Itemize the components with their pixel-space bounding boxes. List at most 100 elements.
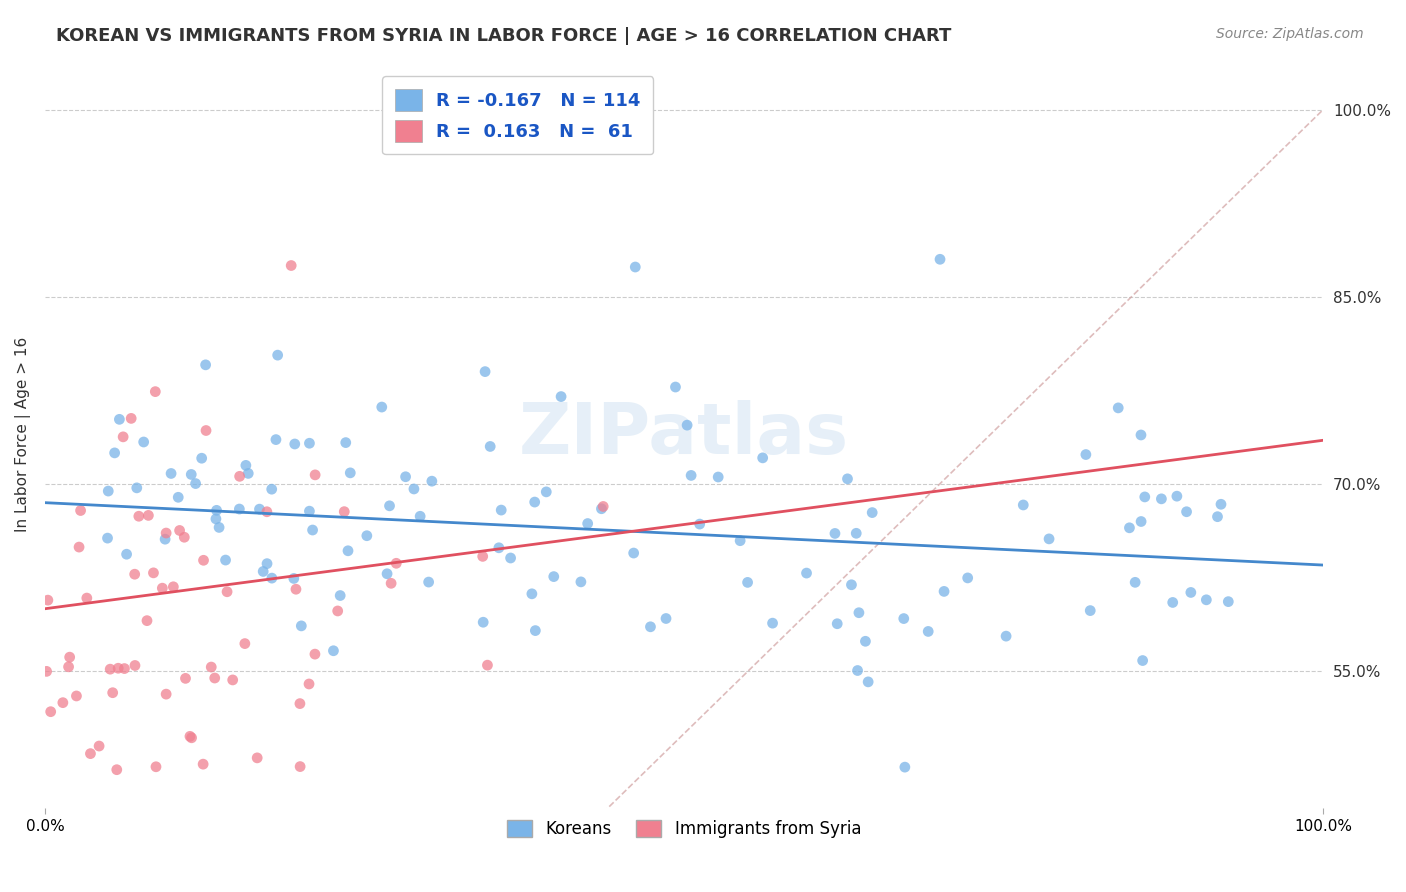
Point xyxy=(235,458,257,473)
Point xyxy=(290,619,312,633)
Point xyxy=(394,469,416,483)
Point xyxy=(1195,592,1218,607)
Point xyxy=(471,549,494,564)
Point xyxy=(115,547,138,561)
Point xyxy=(69,503,91,517)
Point xyxy=(79,747,101,761)
Point xyxy=(194,358,217,372)
Point xyxy=(150,581,173,595)
Point xyxy=(550,390,572,404)
Point xyxy=(591,501,613,516)
Point xyxy=(190,451,212,466)
Point xyxy=(1175,505,1198,519)
Point xyxy=(284,437,307,451)
Point xyxy=(1107,401,1129,415)
Point xyxy=(180,467,202,482)
Point xyxy=(543,569,565,583)
Point xyxy=(256,557,278,571)
Point xyxy=(35,665,58,679)
Point xyxy=(893,611,915,625)
Point xyxy=(489,503,512,517)
Point xyxy=(337,543,360,558)
Point xyxy=(860,506,883,520)
Point xyxy=(420,474,443,488)
Legend: Koreans, Immigrants from Syria: Koreans, Immigrants from Syria xyxy=(501,814,868,845)
Point xyxy=(689,517,711,532)
Point xyxy=(228,469,250,483)
Point xyxy=(215,584,238,599)
Point xyxy=(101,686,124,700)
Point xyxy=(1078,604,1101,618)
Point xyxy=(285,582,308,597)
Point xyxy=(371,400,394,414)
Point xyxy=(184,476,207,491)
Point xyxy=(221,673,243,687)
Point xyxy=(174,672,197,686)
Point xyxy=(104,446,127,460)
Point xyxy=(1150,491,1173,506)
Point xyxy=(929,252,952,267)
Point xyxy=(298,436,321,450)
Point xyxy=(1130,515,1153,529)
Point xyxy=(329,589,352,603)
Point xyxy=(499,551,522,566)
Point xyxy=(956,571,979,585)
Point xyxy=(479,440,502,454)
Point xyxy=(1012,498,1035,512)
Point xyxy=(917,624,939,639)
Point xyxy=(356,529,378,543)
Point xyxy=(380,576,402,591)
Point xyxy=(592,500,614,514)
Point xyxy=(280,259,302,273)
Point xyxy=(477,658,499,673)
Point xyxy=(173,530,195,544)
Point xyxy=(409,509,432,524)
Point xyxy=(1166,489,1188,503)
Point xyxy=(304,647,326,661)
Point xyxy=(655,611,678,625)
Point xyxy=(623,546,645,560)
Point xyxy=(105,763,128,777)
Point xyxy=(97,484,120,499)
Point xyxy=(155,687,177,701)
Point xyxy=(298,504,321,518)
Point xyxy=(169,524,191,538)
Point xyxy=(855,634,877,648)
Point xyxy=(728,533,751,548)
Point xyxy=(107,661,129,675)
Point xyxy=(208,520,231,534)
Point xyxy=(298,677,321,691)
Point xyxy=(841,578,863,592)
Text: KOREAN VS IMMIGRANTS FROM SYRIA IN LABOR FORCE | AGE > 16 CORRELATION CHART: KOREAN VS IMMIGRANTS FROM SYRIA IN LABOR… xyxy=(56,27,952,45)
Point xyxy=(681,468,703,483)
Point xyxy=(322,644,344,658)
Point xyxy=(67,540,90,554)
Point xyxy=(136,614,159,628)
Point xyxy=(846,664,869,678)
Point xyxy=(37,593,59,607)
Point xyxy=(260,571,283,585)
Point xyxy=(1180,585,1202,599)
Point xyxy=(145,760,167,774)
Point xyxy=(707,470,730,484)
Point xyxy=(238,467,260,481)
Point xyxy=(995,629,1018,643)
Point xyxy=(624,260,647,274)
Point xyxy=(326,604,349,618)
Point xyxy=(108,412,131,426)
Point xyxy=(1038,532,1060,546)
Point xyxy=(195,424,218,438)
Point xyxy=(796,566,818,580)
Point xyxy=(536,484,558,499)
Point xyxy=(472,615,495,630)
Point xyxy=(125,481,148,495)
Point xyxy=(124,658,146,673)
Point xyxy=(523,495,546,509)
Point xyxy=(488,541,510,555)
Y-axis label: In Labor Force | Age > 16: In Labor Force | Age > 16 xyxy=(15,336,31,532)
Point xyxy=(524,624,547,638)
Point xyxy=(569,574,592,589)
Point xyxy=(132,435,155,450)
Point xyxy=(252,565,274,579)
Point xyxy=(301,523,323,537)
